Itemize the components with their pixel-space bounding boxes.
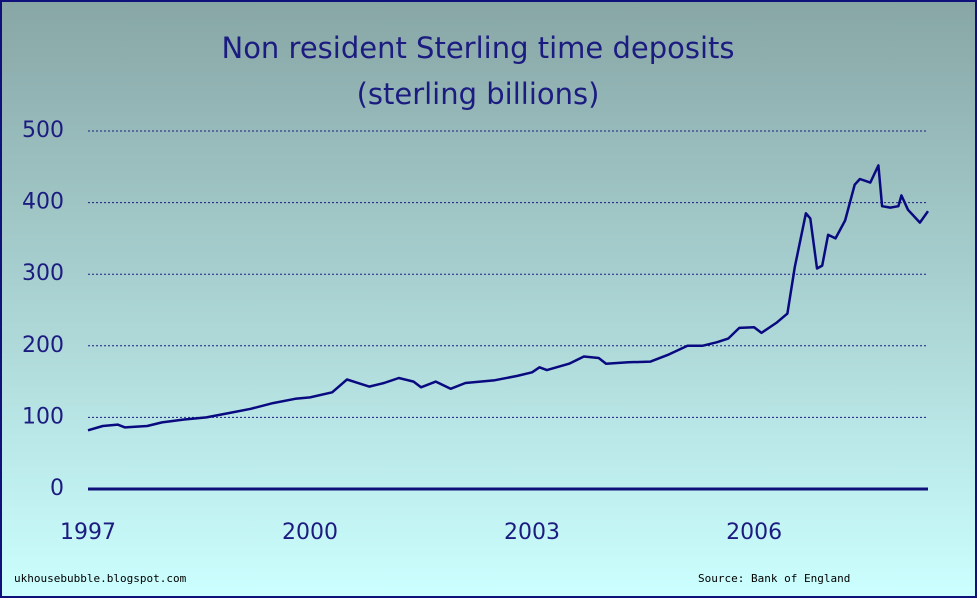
y-tick-label: 500: [22, 118, 64, 143]
y-tick-label: 300: [22, 261, 64, 286]
chart-title: Non resident Sterling time deposits: [222, 31, 735, 65]
source-left: ukhousebubble.blogspot.com: [14, 572, 187, 585]
x-tick-label: 1997: [60, 520, 116, 545]
y-tick-label: 200: [22, 333, 64, 358]
source-right: Source: Bank of England: [698, 572, 850, 585]
data-line: [87, 164, 930, 432]
x-tick-label: 2000: [282, 520, 338, 545]
chart-subtitle: (sterling billions): [357, 77, 600, 111]
x-tick-label: 2006: [726, 520, 782, 545]
y-tick-label: 100: [22, 404, 64, 429]
x-tick-label: 2003: [504, 520, 560, 545]
y-tick-label: 0: [50, 476, 64, 501]
y-tick-label: 400: [22, 190, 64, 215]
